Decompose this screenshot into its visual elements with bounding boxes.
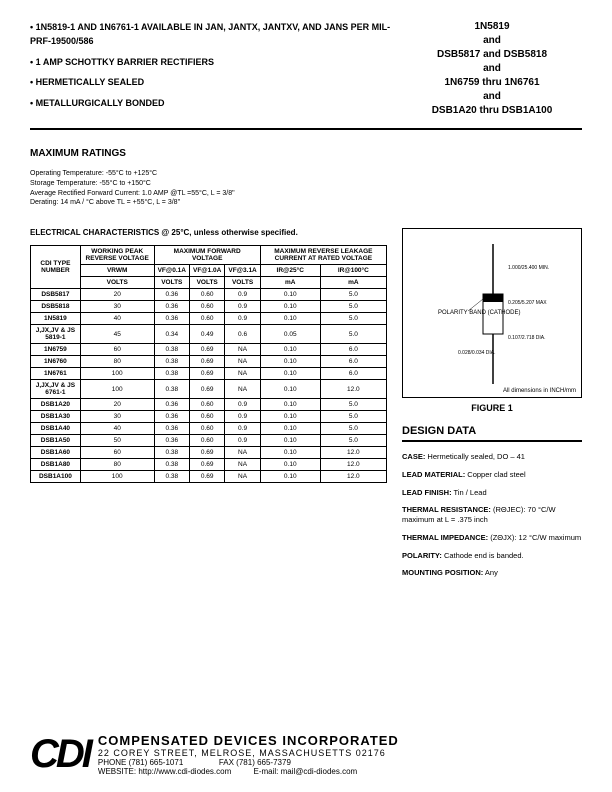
- table-row: DSB1A80800.380.69NA0.1012.0: [31, 459, 387, 471]
- feature-bullets: 1N5819-1 AND 1N6761-1 AVAILABLE IN JAN, …: [30, 20, 402, 118]
- table-row: 1N67611000.380.69NA0.106.0: [31, 368, 387, 380]
- figure-label: FIGURE 1: [402, 403, 582, 413]
- table-row: DSB1A50500.360.600.90.105.0: [31, 435, 387, 447]
- company-logo-icon: CDI: [30, 732, 90, 777]
- table-row: DSB5818300.360.600.90.105.0: [31, 301, 387, 313]
- table-row: DSB1A30300.360.600.90.105.0: [31, 411, 387, 423]
- bullet: 1 AMP SCHOTTKY BARRIER RECTIFIERS: [30, 55, 402, 69]
- table-row: 1N6760800.380.69NA0.106.0: [31, 356, 387, 368]
- table-body: DSB5817200.360.600.90.105.0DSB5818300.36…: [31, 289, 387, 483]
- table-row: J,JX,JV & JS 5819-1450.340.490.60.055.0: [31, 325, 387, 344]
- table-row: DSB5817200.360.600.90.105.0: [31, 289, 387, 301]
- electrical-table: CDI TYPE NUMBER WORKING PEAK REVERSE VOL…: [30, 245, 387, 483]
- part-numbers: 1N5819 and DSB5817 and DSB5818 and 1N675…: [402, 20, 582, 118]
- table-row: 1N5819400.360.600.90.105.0: [31, 313, 387, 325]
- footer: CDI COMPENSATED DEVICES INCORPORATED 22 …: [30, 732, 582, 777]
- svg-text:POLARITY BAND (CATHODE): POLARITY BAND (CATHODE): [438, 310, 520, 316]
- svg-text:0.205/5.207 MAX: 0.205/5.207 MAX: [508, 300, 547, 306]
- svg-text:0.028/0.034 DIA.: 0.028/0.034 DIA.: [458, 350, 496, 356]
- bullet: METALLURGICALLY BONDED: [30, 96, 402, 110]
- svg-text:0.107/2.718 DIA.: 0.107/2.718 DIA.: [508, 335, 546, 341]
- design-item: THERMAL IMPEDANCE: (ZΘJX): 12 °C/W maxim…: [402, 533, 582, 543]
- table-row: 1N6759600.380.69NA0.106.0: [31, 344, 387, 356]
- company-web: WEBSITE: http://www.cdi-diodes.com E-mai…: [98, 767, 582, 776]
- design-data-list: CASE: Hermetically sealed, DO – 41 LEAD M…: [402, 452, 582, 578]
- company-contact: PHONE (781) 665-1071 FAX (781) 665-7379: [98, 758, 582, 767]
- table-row: DSB1A1001000.380.69NA0.1012.0: [31, 471, 387, 483]
- diode-drawing-icon: POLARITY BAND (CATHODE) 0.205/5.207 MAX …: [433, 239, 553, 389]
- design-item: LEAD MATERIAL: Copper clad steel: [402, 470, 582, 480]
- electrical-title: ELECTRICAL CHARACTERISTICS @ 25°C, unles…: [30, 228, 387, 237]
- company-address: 22 COREY STREET, MELROSE, MASSACHUSETTS …: [98, 748, 582, 758]
- design-item: CASE: Hermetically sealed, DO – 41: [402, 452, 582, 462]
- design-item: THERMAL RESISTANCE: (RΘJEC): 70 °C/W max…: [402, 505, 582, 525]
- company-name: COMPENSATED DEVICES INCORPORATED: [98, 733, 582, 748]
- design-item: POLARITY: Cathode end is banded.: [402, 551, 582, 561]
- table-row: J,JX,JV & JS 6761-11000.380.69NA0.1012.0: [31, 380, 387, 399]
- table-row: DSB1A20200.360.600.90.105.0: [31, 399, 387, 411]
- design-data-title: DESIGN DATA: [402, 425, 582, 442]
- bullet: HERMETICALLY SEALED: [30, 75, 402, 89]
- svg-text:1.000/25.400 MIN.: 1.000/25.400 MIN.: [508, 265, 549, 271]
- figure-diagram: POLARITY BAND (CATHODE) 0.205/5.207 MAX …: [402, 228, 582, 398]
- max-ratings: Operating Temperature: -55°C to +125°C S…: [30, 169, 582, 208]
- bullet: 1N5819-1 AND 1N6761-1 AVAILABLE IN JAN, …: [30, 20, 402, 49]
- table-row: DSB1A40400.360.600.90.105.0: [31, 423, 387, 435]
- design-item: LEAD FINISH: Tin / Lead: [402, 488, 582, 498]
- table-row: DSB1A60600.380.69NA0.1012.0: [31, 447, 387, 459]
- design-item: MOUNTING POSITION: Any: [402, 568, 582, 578]
- max-ratings-title: MAXIMUM RATINGS: [30, 148, 582, 159]
- header: 1N5819-1 AND 1N6761-1 AVAILABLE IN JAN, …: [30, 20, 582, 130]
